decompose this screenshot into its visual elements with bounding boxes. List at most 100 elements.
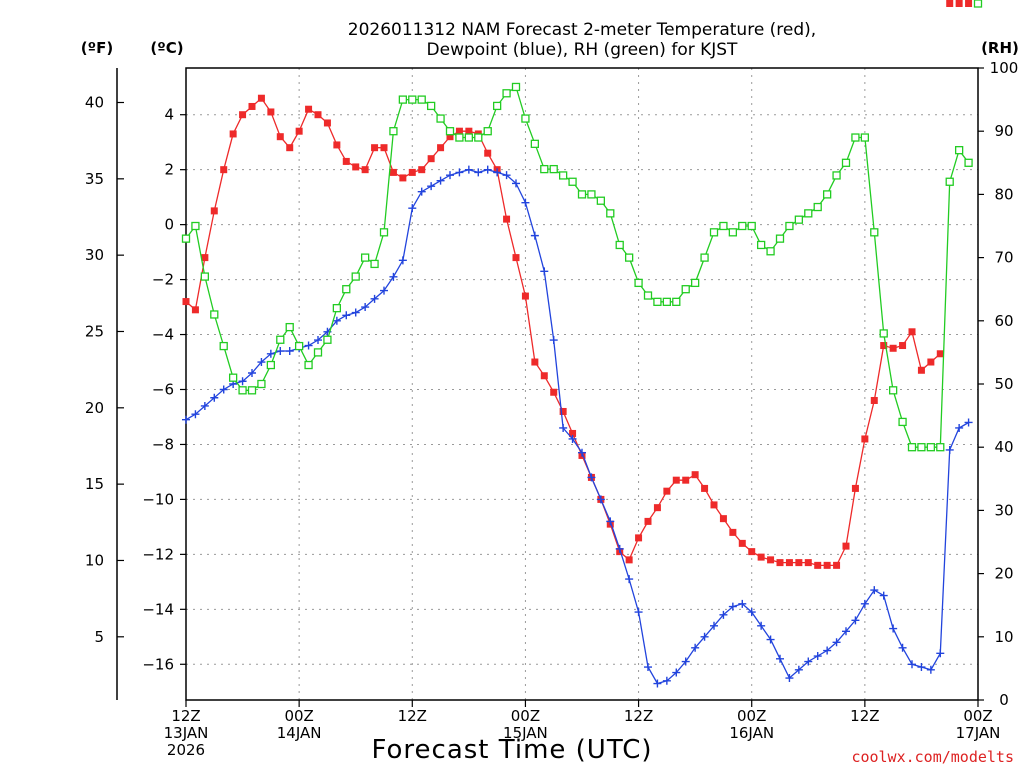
time-tick-label: 15JAN — [503, 724, 548, 742]
temperature-point — [701, 484, 709, 492]
rh-point — [181, 234, 191, 243]
celsius-unit-label: (ºC) — [150, 39, 183, 57]
rh-point — [822, 190, 832, 199]
rh-point — [841, 158, 851, 167]
celsius-axis-ticks: 4 2 0 −2 −4 −6 −8 −10 −12 −14 −16 — [142, 106, 186, 673]
dewpoint-point — [521, 198, 530, 207]
dewpoint-point — [719, 610, 728, 619]
rh-tick-label: 30 — [994, 501, 1013, 519]
chart-title-line2: Dewpoint (blue), RH (green) for KJST — [427, 40, 739, 60]
temperature-point — [399, 174, 407, 182]
dewpoint-point — [615, 544, 624, 553]
celsius-tick-label: −6 — [152, 380, 174, 398]
celsius-tick-label: 2 — [164, 161, 174, 179]
dewpoint-point — [794, 665, 803, 674]
rh-point — [238, 386, 247, 395]
dewpoint-point — [361, 303, 370, 312]
celsius-tick-label: −10 — [142, 490, 174, 508]
rh-point — [257, 379, 266, 389]
temperature-point — [182, 298, 190, 306]
rh-tick-label: 70 — [994, 249, 1013, 267]
rh-point — [964, 158, 973, 167]
temperature-point — [503, 215, 511, 223]
dewpoint-point — [446, 171, 454, 180]
time-tick-label: 13JAN — [164, 724, 209, 742]
dewpoint-point — [276, 347, 285, 356]
temperature-point — [408, 168, 416, 176]
temperature-point — [719, 515, 727, 523]
dewpoint-point — [842, 627, 850, 636]
dewpoint-point — [464, 165, 473, 174]
dewpoint-point — [625, 575, 634, 584]
rh-tick-label: 100 — [990, 59, 1019, 77]
rh-point — [351, 272, 360, 281]
rh-point — [398, 95, 408, 104]
dewpoint-point — [219, 385, 228, 394]
celsius-tick-label: −4 — [152, 326, 174, 344]
temperature-point — [965, 0, 973, 7]
rh-point — [483, 127, 492, 136]
fahrenheit-tick-label: 40 — [85, 94, 104, 112]
temperature-point — [814, 561, 822, 569]
dewpoint-point — [427, 182, 436, 191]
dewpoint-point — [568, 434, 577, 443]
time-tick-label: 12Z — [624, 707, 653, 725]
dewpoint-point — [964, 418, 973, 427]
fahrenheit-tick-label: 35 — [85, 170, 104, 188]
temperature-point — [635, 534, 643, 542]
rh-point — [247, 386, 257, 395]
celsius-tick-label: 4 — [164, 106, 174, 124]
rh-point — [954, 146, 964, 155]
temperature-point — [767, 556, 775, 564]
rh-point — [907, 443, 917, 452]
rh-point — [690, 278, 700, 288]
rh-point — [568, 177, 577, 186]
time-tick-label: 14JAN — [277, 724, 322, 742]
dewpoint-point — [182, 415, 190, 424]
rh-point — [455, 133, 464, 142]
temperature-point — [691, 471, 699, 479]
rh-point — [426, 101, 436, 111]
temperature-point — [946, 0, 954, 7]
dewpoint-point — [747, 608, 756, 617]
dewpoint-point — [672, 668, 681, 677]
temperature-point — [757, 553, 765, 561]
rh-point — [511, 82, 521, 92]
rh-point — [719, 221, 728, 231]
dewpoint-point — [398, 256, 407, 265]
rh-point — [549, 164, 558, 174]
temperature-point — [286, 144, 294, 152]
grid-lines — [186, 68, 978, 700]
rh-point — [624, 253, 634, 262]
dewpoint-point — [653, 679, 662, 688]
time-tick-label: 00Z — [737, 707, 766, 725]
fahrenheit-tick-label: 25 — [85, 322, 104, 340]
rh-point — [502, 89, 511, 98]
dewpoint-point — [549, 336, 558, 345]
rh-point — [738, 221, 747, 231]
rh-point — [898, 417, 907, 427]
rh-point — [653, 297, 662, 306]
dewpoint-point — [248, 369, 256, 378]
dewpoint-point — [455, 168, 464, 177]
temperature-point — [257, 94, 265, 102]
rh-point — [879, 329, 888, 338]
temperature-point — [305, 105, 313, 113]
dewpoint-point — [936, 649, 945, 658]
chart-title-line1: 2026011312 NAM Forecast 2-meter Temperat… — [348, 20, 816, 40]
rh-point — [294, 341, 304, 351]
dewpoint-point — [512, 179, 520, 188]
dewpoint-point — [785, 674, 794, 683]
temperature-point — [418, 166, 426, 174]
x-axis-label: Forecast Time (UTC) — [371, 735, 652, 765]
temperature-point — [738, 539, 746, 547]
dewpoint-point — [380, 286, 388, 295]
dewpoint-point — [266, 349, 275, 358]
dewpoint-point — [908, 660, 916, 669]
rh-tick-label: 90 — [994, 122, 1013, 140]
temperature-point — [663, 487, 671, 495]
fahrenheit-tick-label: 15 — [85, 475, 104, 493]
